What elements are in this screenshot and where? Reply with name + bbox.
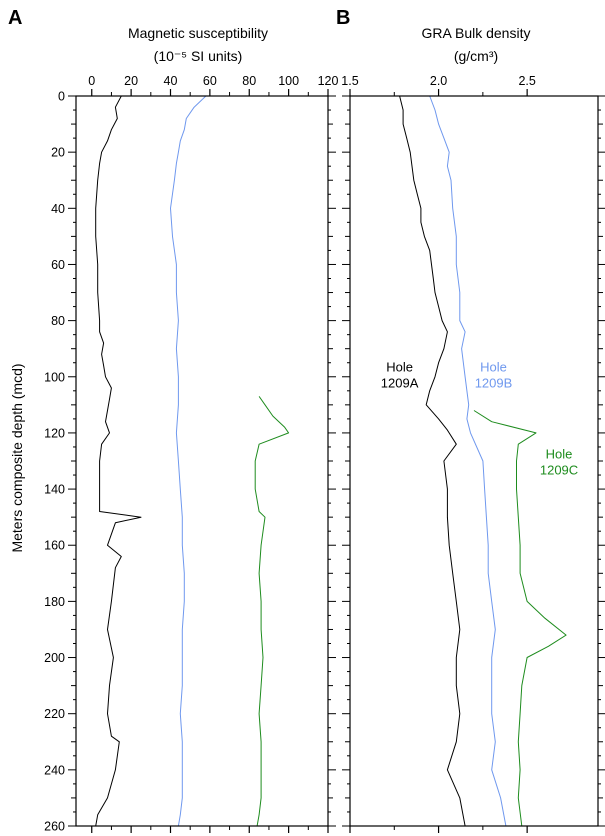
x-tick-label: 0: [88, 74, 95, 88]
y-tick-label: 40: [51, 202, 65, 216]
series-line-3: [473, 410, 567, 826]
y-tick-label: 220: [44, 707, 65, 721]
series-line-2: [170, 96, 207, 826]
panel-b-title-line1: GRA Bulk density: [422, 25, 531, 41]
panel-a-magnetic-susceptibility: 0 20 40 60 80 100 120 0 20 40 60 80 100 120 140 160 180 2…: [44, 74, 338, 834]
panel-b-letter: B: [336, 7, 350, 29]
x-tick-label: 100: [278, 74, 299, 88]
y-tick-label: 0: [58, 90, 65, 104]
y-tick-label: 140: [44, 483, 65, 497]
x-tick-label: 60: [203, 74, 217, 88]
hole-label-3-line1: Hole: [546, 447, 573, 462]
panel-b-title-line2: (g/cm³): [454, 48, 498, 64]
y-tick-label: 200: [44, 651, 65, 665]
panel-a-title-line2: (10⁻⁵ SI units): [154, 48, 243, 64]
y-tick-label: 100: [44, 370, 65, 384]
x-tick-label: 20: [124, 74, 138, 88]
y-tick-label: 20: [51, 146, 65, 160]
series-line-2: [429, 96, 507, 826]
plot-frame: [75, 95, 329, 827]
x-tick-label: 1.5: [341, 74, 358, 88]
hole-label-3-line2: 1209C: [540, 463, 578, 478]
panel-a-letter: A: [8, 7, 22, 29]
y-tick-label: 240: [44, 763, 65, 777]
x-tick-label: 40: [164, 74, 178, 88]
x-tick-label: 80: [242, 74, 256, 88]
y-tick-label: 120: [44, 426, 65, 440]
hole-label-2-line1: Hole: [480, 360, 507, 375]
y-tick-label: 60: [51, 258, 65, 272]
hole-label-2-line2: 1209B: [475, 376, 513, 391]
x-tick-label: 2.5: [518, 74, 535, 88]
panel-a-title-line1: Magnetic susceptibility: [128, 25, 268, 41]
panel-b-traces: [399, 96, 567, 826]
y-axis-label: Meters composite depth (mcd): [9, 363, 25, 552]
hole-label-1-line1: Hole: [386, 360, 413, 375]
y-tick-label: 180: [44, 595, 65, 609]
y-tick-label: 260: [44, 820, 65, 834]
series-line-3: [254, 396, 290, 826]
hole-label-1-line2: 1209A: [381, 376, 419, 391]
series-line-1: [95, 96, 142, 826]
y-tick-label: 80: [51, 314, 65, 328]
x-tick-label: 2.0: [430, 74, 447, 88]
panel-a-traces: [95, 96, 290, 826]
y-tick-label: 160: [44, 539, 65, 553]
series-line-1: [399, 96, 466, 826]
x-tick-label: 120: [318, 74, 339, 88]
